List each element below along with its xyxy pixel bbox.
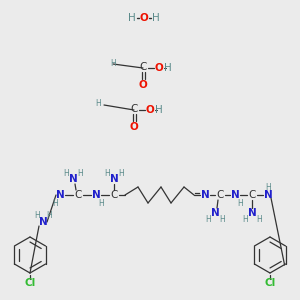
- Text: C: C: [130, 104, 138, 114]
- Text: Cl: Cl: [264, 278, 276, 288]
- Text: O: O: [154, 63, 164, 73]
- Text: H: H: [63, 169, 69, 178]
- Text: H: H: [152, 13, 160, 23]
- Text: H: H: [95, 98, 101, 107]
- Text: N: N: [211, 208, 219, 218]
- Text: H: H: [155, 105, 163, 115]
- Text: O: O: [139, 80, 147, 90]
- Text: H: H: [242, 214, 248, 224]
- Text: H: H: [77, 169, 83, 178]
- Text: O: O: [146, 105, 154, 115]
- Text: H: H: [118, 169, 124, 178]
- Text: N: N: [201, 190, 209, 200]
- Text: H: H: [237, 199, 243, 208]
- Text: N: N: [92, 190, 100, 200]
- Text: N: N: [248, 208, 256, 218]
- Text: H: H: [256, 214, 262, 224]
- Text: H: H: [219, 214, 225, 224]
- Text: N: N: [264, 190, 272, 200]
- Text: H: H: [46, 212, 52, 220]
- Text: H: H: [110, 58, 116, 68]
- Text: H: H: [34, 212, 40, 220]
- Text: H: H: [205, 214, 211, 224]
- Text: O: O: [130, 122, 138, 132]
- Text: N: N: [69, 174, 77, 184]
- Text: O: O: [140, 13, 148, 23]
- Text: H: H: [164, 63, 172, 73]
- Text: C: C: [74, 190, 82, 200]
- Text: N: N: [39, 217, 47, 227]
- Text: H: H: [128, 13, 136, 23]
- Text: C: C: [139, 62, 147, 72]
- Text: N: N: [110, 174, 118, 184]
- Text: C: C: [216, 190, 224, 200]
- Text: C: C: [248, 190, 256, 200]
- Text: H: H: [265, 182, 271, 191]
- Text: H: H: [98, 199, 104, 208]
- Text: N: N: [231, 190, 239, 200]
- Text: H: H: [104, 169, 110, 178]
- Text: Cl: Cl: [24, 278, 36, 288]
- Text: H: H: [52, 199, 58, 208]
- Text: N: N: [56, 190, 64, 200]
- Text: C: C: [110, 190, 118, 200]
